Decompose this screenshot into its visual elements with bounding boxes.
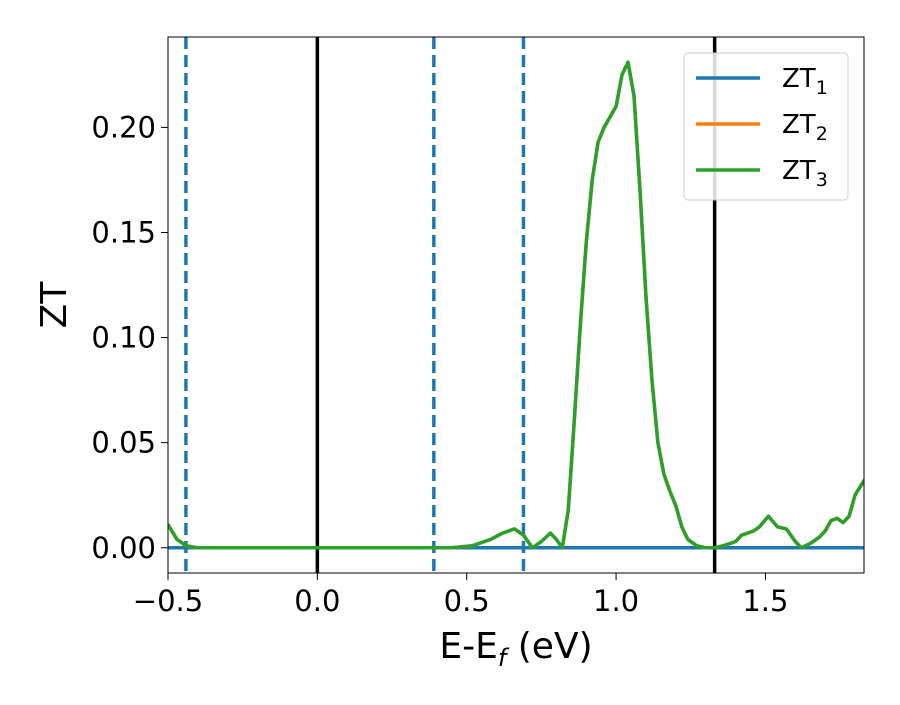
legend-label-3: ZT3	[782, 156, 828, 191]
x-tick-label: 0.0	[294, 584, 340, 618]
legend-label-1: ZT1	[782, 64, 828, 99]
legend-label-2: ZT2	[782, 110, 828, 145]
series-line-zt3	[168, 60, 864, 550]
y-tick-label: 0.20	[91, 110, 156, 144]
y-tick-label: 0.10	[91, 321, 156, 355]
x-tick-label: 1.5	[742, 584, 788, 618]
y-tick-label: 0.00	[91, 531, 156, 565]
legend: ZT1 ZT2 ZT3	[683, 52, 849, 201]
y-tick-label: 0.05	[91, 426, 156, 460]
x-axis-title-main: E-E	[439, 626, 497, 667]
x-axis-ticks: −0.5 0.0 0.5 1.0 1.5	[133, 573, 788, 618]
plot-frame	[167, 36, 865, 574]
x-axis-title: E-Ef (eV)	[439, 626, 592, 672]
x-axis-title-unit: (eV)	[506, 626, 592, 667]
x-tick-label: 0.5	[444, 584, 490, 618]
y-axis-ticks: 0.00 0.05 0.10 0.15 0.20	[91, 110, 168, 565]
y-axis-title: ZT	[34, 281, 75, 329]
series-lines	[168, 60, 864, 550]
x-tick-label: −0.5	[133, 584, 203, 618]
x-tick-label: 1.0	[593, 584, 639, 618]
y-tick-label: 0.15	[91, 215, 156, 249]
legend-box	[683, 52, 849, 201]
